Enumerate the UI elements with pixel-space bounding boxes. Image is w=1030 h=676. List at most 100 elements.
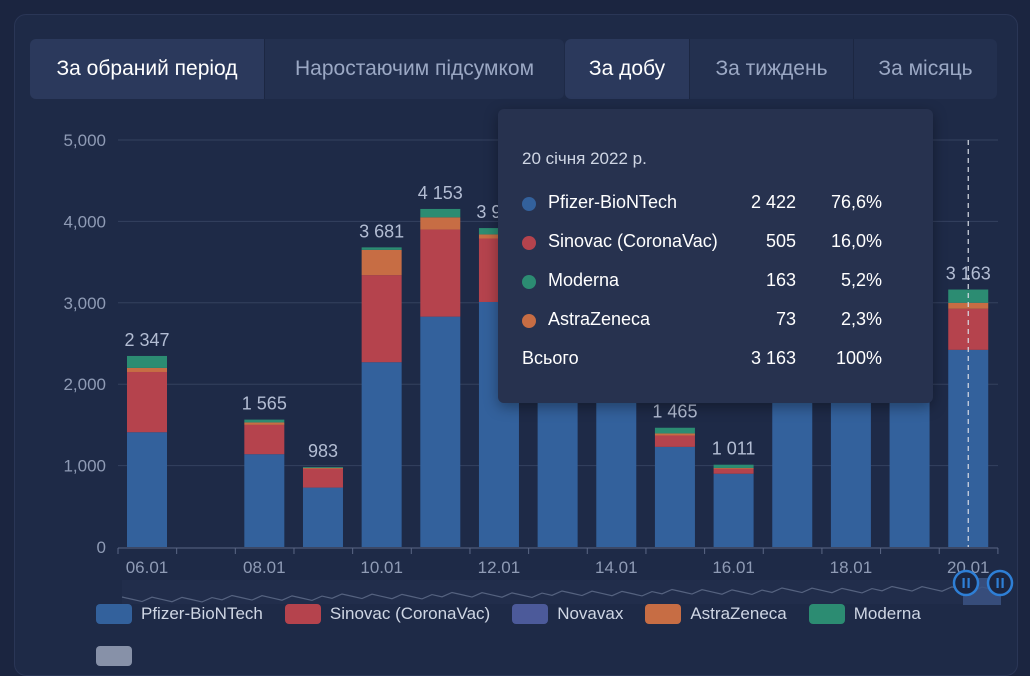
tooltip-row-astrazeneca: AstraZeneca 73 2,3% [522,309,892,333]
moderna-dot-icon [522,275,536,289]
chart-tooltip: 20 січня 2022 р. Pfizer-BioNTech 2 422 7… [498,109,933,403]
bar-segment-astrazeneca [713,467,754,469]
x-tick-label: 08.01 [243,558,286,577]
tooltip-row-sinovac: Sinovac (CoronaVac) 505 16,0% [522,231,892,255]
tooltip-row-value: 163 [765,270,796,290]
x-tick-label: 20.01 [947,558,990,577]
tooltip-row-value: 505 [765,231,796,251]
tooltip-row-pct: 2,3% [840,309,882,329]
y-tick-label: 0 [97,538,106,557]
bar-segment-sinovac [420,229,461,317]
chart-legend: Pfizer-BioNTech Sinovac (CoronaVac) Nova… [96,604,943,624]
legend-swatch [808,604,845,624]
legend-label: Novavax [557,604,624,623]
tooltip-row-name: Pfizer-BioNTech [548,192,678,212]
bar-segment-sinovac [244,424,285,455]
bar-segment-moderna [361,247,402,250]
bar-total-label: 1 565 [242,394,287,414]
bar-segment-astrazeneca [127,367,167,372]
bar-segment-astrazeneca [361,249,402,276]
interval-tabs: За добу За тиждень За місяць [565,39,997,99]
bar-segment-moderna [713,464,754,468]
legend-label: Pfizer-BioNTech [141,604,263,623]
tab-selected-period[interactable]: За обраний період [30,39,264,99]
bar-segment-moderna [302,466,343,468]
bar-segment-moderna [127,355,167,368]
bar-segment-moderna [244,419,285,423]
bar-segment-sinovac [654,435,695,447]
x-tick-label: 16.01 [712,558,755,577]
bar-segment-pfizer [302,487,343,547]
legend-swatch [96,604,132,624]
legend-label: Sinovac (CoronaVac) [329,604,491,623]
bar-segment-astrazeneca [654,433,695,436]
zoom-handle-grip [1001,578,1004,588]
tooltip-row-value: 2 422 [750,192,796,212]
tooltip-row-name: Sinovac (CoronaVac) [548,231,718,251]
legend-item-sinovac[interactable]: Sinovac (CoronaVac) [284,604,491,624]
x-tick-label: 18.01 [830,558,873,577]
bar-segment-astrazeneca [302,467,343,469]
x-tick-label: 14.01 [595,558,638,577]
tooltip-row-total: Всього 3 163 100% [522,348,892,372]
bar-segment-pfizer [654,446,695,547]
bar-segment-pfizer [420,316,461,547]
bar-segment-pfizer [361,362,402,547]
bar-segment-moderna [420,208,461,218]
bar-total-label: 2 347 [124,330,169,350]
bar-total-label: 1 465 [652,402,697,422]
bar-segment-astrazeneca [420,217,461,230]
astrazeneca-dot-icon [522,314,536,328]
legend-item-moderna[interactable]: Moderna [808,604,921,624]
bar-segment-sinovac [361,275,402,363]
x-tick-label: 06.01 [126,558,169,577]
bar-segment-sinovac [127,371,167,433]
legend-swatch [512,604,549,624]
y-tick-label: 3,000 [63,294,106,313]
zoom-handle-grip [967,578,970,588]
tooltip-row-name: AstraZeneca [548,309,651,329]
y-tick-label: 2,000 [63,375,106,394]
x-tick-label: 10.01 [360,558,403,577]
legend-label: AstraZeneca [690,604,787,623]
legend-swatch [645,604,682,624]
tooltip-total-value: 3 163 [750,348,796,368]
zoom-handle-grip [996,578,999,588]
tooltip-row-name: Moderna [548,270,620,290]
tooltip-row-moderna: Moderna 163 5,2% [522,270,892,294]
bar-total-label: 3 681 [359,221,404,241]
legend-label: Moderna [853,604,921,623]
tooltip-total-pct: 100% [835,348,882,368]
bar-segment-pfizer [127,432,167,547]
legend-item-novavax[interactable]: Novavax [512,604,623,624]
bar-segment-sinovac [302,468,343,488]
period-mode-tabs: За обраний період Наростаючим підсумком [30,39,564,99]
bar-segment-moderna [654,427,695,434]
bar-segment-sinovac [713,468,754,474]
legend-item-astrazeneca[interactable]: AstraZeneca [645,604,787,624]
bar-segment-astrazeneca [244,422,285,425]
pfizer-dot-icon [522,197,536,211]
tooltip-date: 20 січня 2022 р. [522,149,647,168]
bar-segment-pfizer [244,454,285,547]
tooltip-total-name: Всього [522,348,579,368]
tooltip-row-pct: 16,0% [830,231,882,251]
zoom-handle-left-icon[interactable] [952,569,980,597]
tab-cumulative[interactable]: Наростаючим підсумком [264,39,564,99]
zoom-sparkline [121,584,1003,603]
zoom-handle-right-icon[interactable] [986,569,1014,597]
tab-weekly[interactable]: За тиждень [689,39,853,99]
y-tick-label: 1,000 [63,457,106,476]
legend-swatch [284,604,321,624]
tooltip-row-value: 73 [775,309,796,329]
tooltip-row-pfizer: Pfizer-BioNTech 2 422 76,6% [522,192,892,216]
tooltip-row-pct: 5,2% [840,270,882,290]
tab-daily[interactable]: За добу [565,39,689,99]
tab-monthly[interactable]: За місяць [853,39,997,99]
legend-item-pfizer[interactable]: Pfizer-BioNTech [96,604,263,624]
x-tick-label: 12.01 [478,558,521,577]
y-tick-label: 5,000 [63,131,106,150]
legend-item-other[interactable] [96,646,132,666]
bar-total-label: 4 153 [418,183,463,203]
tooltip-row-pct: 76,6% [830,192,882,212]
